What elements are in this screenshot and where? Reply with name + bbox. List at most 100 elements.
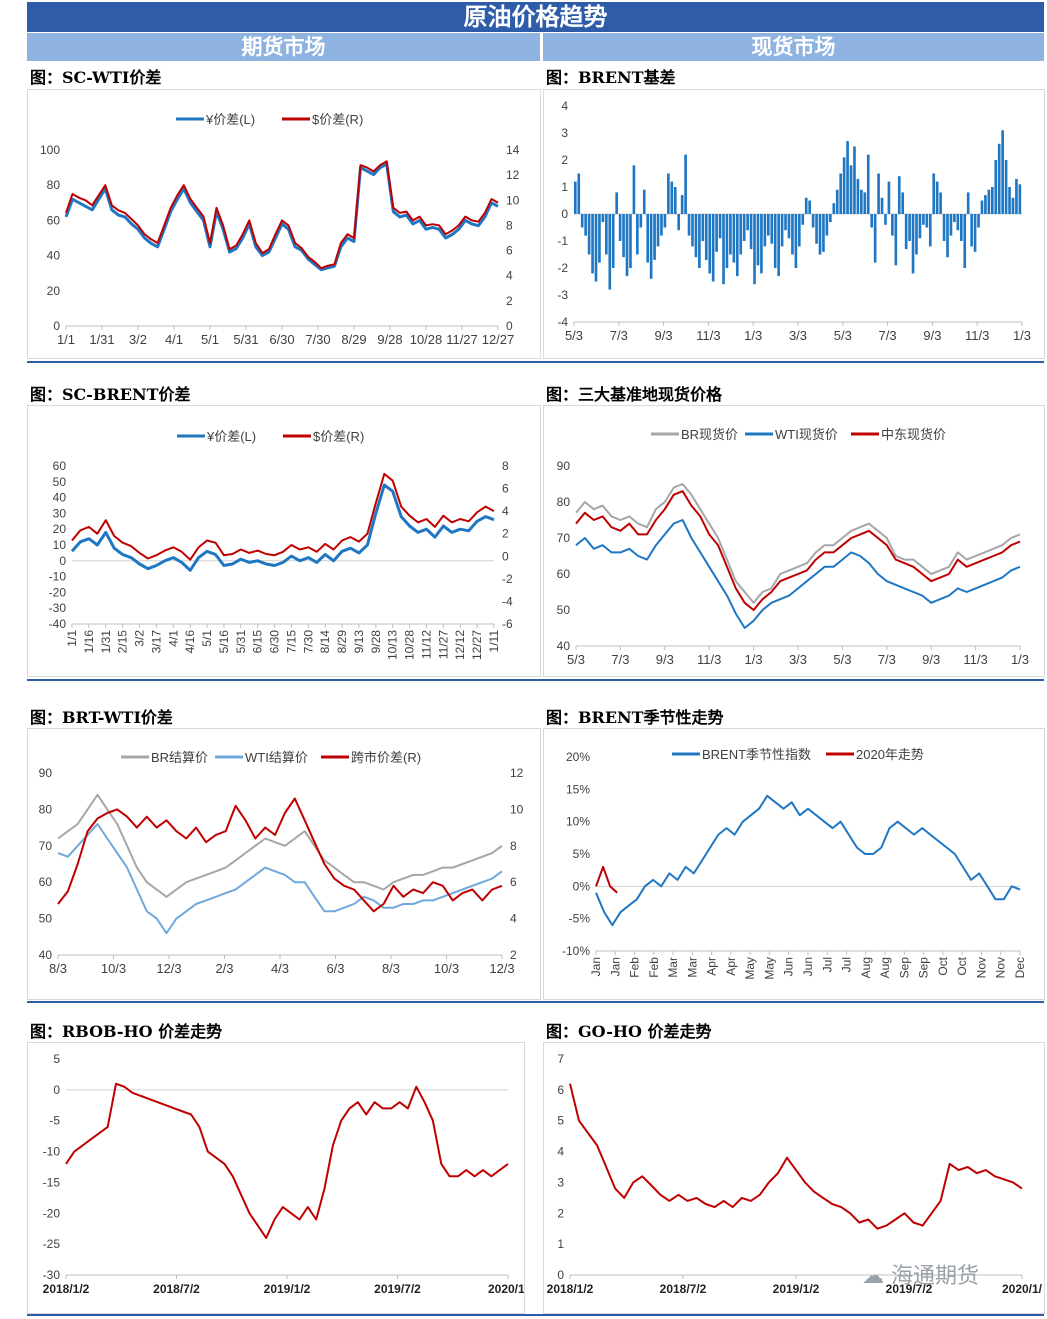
x-tick-label: 2/3 [215,961,233,976]
bar [608,214,612,290]
x-tick-label: 7/3 [611,652,629,667]
x-tick-label: 8/14 [318,630,332,654]
y2-tick-label: 8 [510,839,517,853]
y2-tick-label: -6 [502,617,513,631]
x-tick-label: Oct [955,956,969,975]
y-tick-label: 40 [557,639,571,653]
bar [856,178,860,214]
y-tick-label: 5 [557,1114,564,1128]
bar [949,214,953,236]
chart-brent-seasonal: -10% -5% 0% 5% 10% 15% 20% Jan Jan Feb Feb Mar Mar Ap… [562,747,1027,980]
y-tick-label: 60 [53,459,67,473]
chart-panel-sc-wti: 0 20 40 60 80 100 0 2 4 6 8 10 12 14 1/1 1/31 3/2 4/1 5/1 5… [27,89,541,359]
bar [574,181,577,214]
bar [980,200,984,214]
y-tick-label: 80 [557,495,571,509]
y-tick-label: 1 [557,1237,564,1251]
bar [625,214,629,277]
bar [591,214,594,274]
bar [928,214,932,247]
x-tick-label: 5/31 [234,630,248,654]
y2-tick-label: 0 [502,549,509,563]
x-tick-label: 4/1 [166,630,180,647]
y2-tick-label: 2 [506,294,513,308]
x-tick-label: 3/2 [133,630,147,647]
x-tick-label: Jul [840,957,854,972]
y-tick-label: 50 [557,603,571,617]
x-tick-label: Jul [820,957,834,972]
bar [667,173,670,214]
page-title: 原油价格趋势 [463,2,608,31]
y2-tick-label: 12 [510,766,524,780]
bar [784,214,787,231]
section-divider [27,1001,1044,1003]
x-tick-label: 10/13 [386,630,400,660]
y-tick-label: 60 [39,875,53,889]
y-tick-label: 3 [557,1175,564,1189]
y-tick-label: -10 [43,1145,61,1159]
y-tick-label: 60 [47,213,61,227]
legend-label: BRENT季节性指数 [702,747,811,762]
section-divider [27,679,1044,681]
bar [932,173,936,214]
x-tick-label: 7/3 [878,652,896,667]
legend-label: $价差(R) [313,429,364,444]
bar [584,214,587,236]
y-tick-label: -15 [43,1175,61,1189]
y-tick-label: 0% [573,879,591,893]
x-tick-label: 1/3 [1013,328,1031,343]
chart-panel-sc-brent: -40 -30 -20 -10 0 10 20 30 40 50 60 -6 -4 -2 0 2 4 6 8 1/1 1… [27,405,541,677]
bar [984,195,987,214]
watermark: ☁ 海通期货 [862,1258,979,1290]
series-line [57,823,503,935]
x-tick-label: 5/3 [833,652,851,667]
series-line [575,519,1021,629]
bar [770,214,774,244]
bar [756,214,760,266]
bar [580,214,584,228]
x-tick-label: 5/1 [200,630,214,647]
y-tick-label: -10 [49,570,67,584]
bar [684,154,687,214]
y-tick-label: 10% [566,815,590,829]
bar [656,214,660,247]
x-tick-label: 12/27 [470,630,484,660]
bar [711,214,715,282]
x-tick-label: Sep [917,957,931,979]
y2-tick-label: 12 [506,168,520,182]
bar [942,214,946,241]
y-tick-label: 80 [39,802,53,816]
x-tick-label: 1/3 [1011,652,1029,667]
bar [811,214,815,228]
bar [680,195,684,214]
bar [787,214,791,239]
bar [639,214,643,228]
y2-tick-label: 6 [502,482,509,496]
x-tick-label: 1/3 [745,652,763,667]
series-line [575,490,1021,611]
x-tick-label: Oct [936,956,950,975]
x-tick-label: 9/3 [655,328,673,343]
x-tick-label: 5/3 [565,328,583,343]
series-line [575,483,1021,604]
page-title-banner: 原油价格趋势 [27,2,1044,32]
y-tick-label: 0 [53,1083,60,1097]
y-tick-label: -25 [43,1237,61,1251]
x-tick-label: Aug [859,957,873,978]
x-tick-label: 4/16 [183,630,197,654]
y-tick-label: 1 [561,180,568,194]
bar [763,214,767,247]
bar [677,214,681,231]
chart-title-brent-seasonal: 图：BRENT季节性走势 [546,708,724,727]
bar [822,214,825,252]
x-tick-label: 11/3 [696,328,720,343]
y-tick-label: 4 [561,99,568,113]
bar [708,214,712,274]
y-tick-label: 0 [557,1268,564,1282]
x-tick-label: 10/28 [410,332,443,347]
x-tick-label: Jun [801,957,815,976]
legend-label: ¥价差(L) [206,429,256,444]
x-tick-label: 2018/1/2 [547,1282,594,1296]
x-tick-label: 1/31 [89,332,114,347]
